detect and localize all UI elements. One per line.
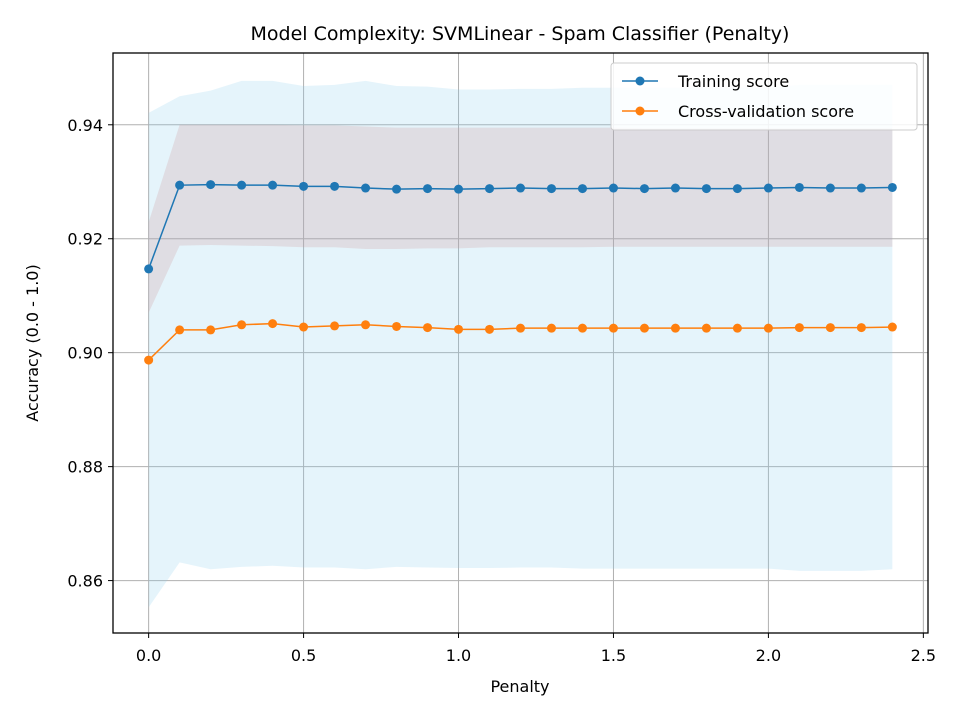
y-tick-label: 0.90: [67, 344, 103, 363]
band-cross-validation: [148, 80, 893, 608]
plot-frame: [112, 52, 929, 634]
legend-marker-training: [635, 76, 645, 86]
point-cross-validation: [701, 323, 711, 333]
chart-title: Model Complexity: SVMLinear - Spam Class…: [251, 23, 790, 45]
point-training: [392, 184, 402, 194]
point-cross-validation: [516, 323, 525, 333]
point-training: [732, 184, 742, 194]
point-cross-validation: [237, 320, 247, 330]
point-cross-validation: [144, 355, 154, 365]
point-cross-validation: [330, 321, 340, 331]
point-training: [330, 181, 340, 191]
legend-label-training: Training score: [677, 72, 789, 91]
x-tick-label: 1.5: [601, 646, 626, 665]
point-cross-validation: [794, 323, 804, 333]
point-training: [299, 181, 309, 191]
x-tick-label: 0.5: [291, 646, 316, 665]
point-cross-validation: [577, 323, 587, 333]
point-cross-validation: [732, 323, 742, 333]
point-cross-validation: [268, 319, 278, 329]
point-training: [237, 180, 247, 190]
point-cross-validation: [670, 323, 680, 333]
x-tick-label: 0.0: [136, 646, 161, 665]
legend-box: [610, 62, 918, 131]
point-training: [701, 184, 711, 194]
point-training: [794, 182, 804, 192]
x-tick-label: 1.0: [446, 646, 471, 665]
x-axis-label: Penalty: [490, 677, 549, 696]
point-cross-validation: [423, 323, 433, 333]
point-cross-validation: [175, 325, 185, 335]
point-training: [825, 183, 835, 193]
chart-legend: Training score Cross-validation score: [610, 62, 918, 131]
point-cross-validation: [454, 324, 464, 334]
point-training: [887, 182, 897, 192]
y-axis-label: Accuracy (0.0 - 1.0): [23, 264, 42, 421]
x-tick-label: 2.5: [911, 646, 936, 665]
legend-label-cross-validation: Cross-validation score: [678, 102, 854, 121]
point-training: [361, 183, 371, 193]
y-tick-label: 0.92: [67, 230, 103, 249]
y-tick-label: 0.94: [67, 116, 103, 135]
series-markers: [144, 180, 897, 365]
point-training: [546, 184, 556, 194]
x-tick-label: 2.0: [756, 646, 781, 665]
point-cross-validation: [206, 325, 216, 335]
y-tick-label: 0.88: [67, 458, 103, 477]
point-cross-validation: [825, 323, 835, 333]
point-training: [670, 183, 680, 193]
point-cross-validation: [392, 321, 402, 331]
grid-lines: [113, 53, 928, 633]
point-training: [608, 183, 618, 193]
x-axis-ticks: 0.0 0.5 1.0 1.5 2.0 2.5: [136, 633, 936, 665]
y-axis-ticks: 0.86 0.88 0.90 0.92 0.94: [67, 116, 113, 591]
point-training: [454, 184, 464, 194]
band-training: [148, 124, 893, 313]
y-tick-label: 0.86: [67, 572, 103, 591]
point-training: [175, 180, 185, 190]
point-training: [268, 180, 278, 190]
point-cross-validation: [485, 324, 495, 334]
point-training: [485, 184, 495, 194]
point-cross-validation: [763, 323, 773, 333]
point-cross-validation: [361, 320, 371, 330]
point-cross-validation: [639, 323, 649, 333]
point-training: [423, 184, 433, 194]
point-cross-validation: [856, 323, 866, 333]
point-cross-validation: [608, 323, 618, 333]
point-training: [763, 183, 773, 193]
legend-marker-cross-validation: [635, 106, 645, 116]
point-training: [856, 183, 866, 193]
point-training: [516, 183, 525, 193]
point-training: [144, 264, 154, 274]
point-cross-validation: [299, 322, 309, 332]
confidence-bands: [148, 80, 893, 608]
point-training: [577, 184, 587, 194]
point-training: [206, 180, 216, 190]
point-cross-validation: [887, 322, 897, 332]
point-cross-validation: [546, 323, 556, 333]
point-training: [639, 184, 649, 194]
